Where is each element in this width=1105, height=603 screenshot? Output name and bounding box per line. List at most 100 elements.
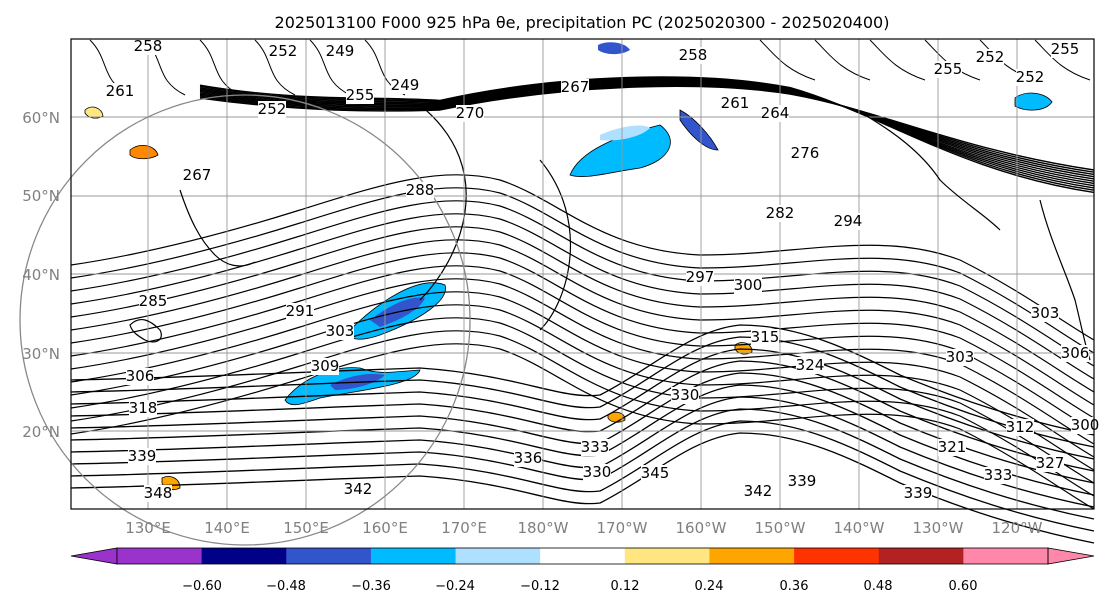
lon-label-150e: 150°E <box>283 519 329 537</box>
contour-label-backing <box>641 465 669 482</box>
contour-label-backing <box>581 439 609 456</box>
lon-label-180w: 180°W <box>518 519 569 537</box>
longitude-labels: 130°E 140°E 150°E 160°E 170°E 180°W 170°… <box>125 519 1042 537</box>
contour-label: 285 <box>139 292 167 310</box>
contour-label-layer: 258 252 249 261 252 255 249 267 258 270 264 261 276 2… <box>106 37 1099 502</box>
theta-e-contour <box>759 39 816 81</box>
contour-label: 294 <box>834 212 862 230</box>
colorbar-tick-label: −0.24 <box>435 579 475 594</box>
latitude-labels: 60°N 50°N 40°N 30°N 20°N <box>22 109 60 441</box>
theta-e-contour <box>1034 39 1091 81</box>
colorbar-tick-label: −0.60 <box>182 579 222 594</box>
theta-e-contour <box>70 226 1095 393</box>
contour-label: 267 <box>183 166 211 184</box>
colorbar-tick-label: −0.36 <box>351 579 391 594</box>
theta-e-contour <box>199 84 1095 173</box>
contour-label: 303 <box>326 322 354 340</box>
contour-label-backing <box>734 277 762 294</box>
contour-label-backing <box>934 61 962 78</box>
contour-label: 339 <box>128 447 156 465</box>
contour-label: 270 <box>456 104 484 122</box>
contour-label: 261 <box>106 82 135 100</box>
colorbar-swatch <box>370 548 457 564</box>
contour-label-backing <box>1061 345 1089 362</box>
contour-label: 321 <box>938 438 967 456</box>
contour-label-backing <box>904 485 932 502</box>
theta-e-contour <box>70 372 1095 484</box>
lon-label-170w: 170°W <box>597 519 648 537</box>
theta-e-contour <box>70 330 1095 497</box>
contour-label-text: 306 <box>126 367 155 385</box>
colorbar <box>70 547 1095 565</box>
theta-e-contour <box>199 82 1095 178</box>
contour-label: 249 <box>391 76 420 94</box>
theta-e-contour <box>309 39 351 96</box>
theta-e-contour <box>70 420 1095 532</box>
lon-label-150w: 150°W <box>755 519 806 537</box>
lon-label-160w: 160°W <box>676 519 727 537</box>
contour-label: 276 <box>791 144 819 162</box>
projection-boundary-circle <box>19 94 471 546</box>
colorbar-tick-label: 0.24 <box>695 579 724 594</box>
contour-label-text: 252 <box>258 100 287 118</box>
colorbar-swatch <box>709 548 795 564</box>
contour-label-text: 336 <box>514 449 543 467</box>
contour-label-text: 324 <box>796 356 825 374</box>
contour-label: 252 <box>258 100 287 118</box>
contour-label-text: 261 <box>106 82 135 100</box>
contour-label: 255 <box>346 86 374 104</box>
colorbar-swatch <box>624 548 710 564</box>
contour-label-text: 249 <box>391 76 420 94</box>
contour-label: 330 <box>583 463 611 481</box>
colorbar-tick-label: 0.48 <box>864 579 893 594</box>
contour-label-backing <box>326 43 354 60</box>
contour-label: 309 <box>311 357 339 375</box>
contour-label-backing <box>679 47 707 64</box>
precip-light-negative-patch <box>600 125 650 141</box>
contour-label-text: 258 <box>134 37 163 55</box>
lon-label-170e: 170°E <box>441 519 487 537</box>
contour-label: 303 <box>946 348 974 366</box>
contour-label-backing <box>686 269 714 286</box>
contour-label-backing <box>721 95 749 112</box>
precip-positive-patch <box>129 145 159 160</box>
contour-label-text: 252 <box>976 48 1005 66</box>
contour-label: 297 <box>686 268 714 286</box>
contour-label: 282 <box>766 204 794 222</box>
contour-label-backing <box>129 400 157 417</box>
contour-label-backing <box>346 87 374 104</box>
contour-label: 315 <box>751 328 780 346</box>
contour-label-backing <box>1051 41 1079 58</box>
contour-label-backing <box>344 481 372 498</box>
contour-label-backing <box>976 49 1004 66</box>
coastline-detail <box>129 114 1091 361</box>
colorbar-upper-extend <box>1047 547 1095 565</box>
lon-label-130w: 130°W <box>913 519 964 537</box>
contour-label: 267 <box>561 78 590 96</box>
colorbar-swatch <box>963 548 1049 564</box>
contour-label: 249 <box>326 42 354 60</box>
precip-negative-patch <box>569 124 671 177</box>
contour-label-backing <box>561 79 589 96</box>
contour-label-text: 300 <box>734 276 763 294</box>
contour-label-backing <box>788 473 816 490</box>
contour-label-text: 252 <box>1016 68 1045 86</box>
contour-label: 255 <box>934 60 962 78</box>
lon-label-140e: 140°E <box>204 519 250 537</box>
contour-label-text: 267 <box>561 78 590 96</box>
lon-label-140w: 140°W <box>834 519 885 537</box>
contour-label: 336 <box>514 449 543 467</box>
theta-e-contour <box>70 239 1095 406</box>
lat-label-60n: 60°N <box>22 109 60 127</box>
theta-e-contour <box>70 174 1095 341</box>
contour-label-text: 315 <box>751 328 780 346</box>
colorbar-swatch <box>794 548 880 564</box>
contour-label-text: 339 <box>788 472 817 490</box>
contour-label-text: 321 <box>938 438 967 456</box>
contour-label-backing <box>311 358 339 375</box>
theta-e-contour <box>199 81 1095 180</box>
contour-label: 300 <box>1071 416 1099 434</box>
theta-e-contour <box>199 39 241 96</box>
map-panel: 258 252 249 261 252 255 249 267 258 270 264 261 276 2… <box>19 37 1099 546</box>
